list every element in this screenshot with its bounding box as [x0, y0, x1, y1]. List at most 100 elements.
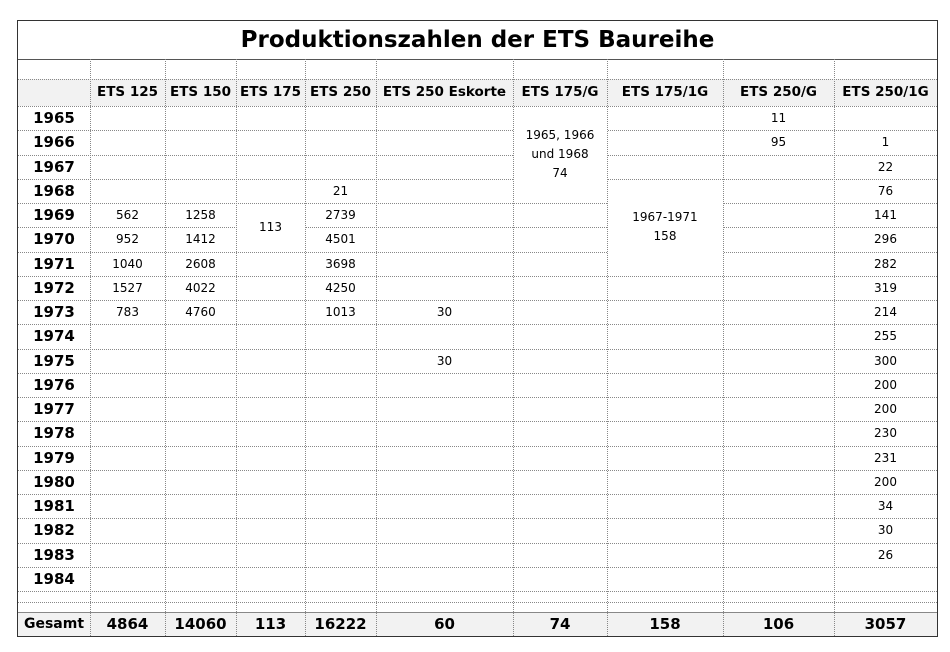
column-divider	[236, 59, 237, 636]
column-header: ETS 250	[309, 83, 372, 100]
year-label: 1968	[33, 181, 75, 200]
table-cell[interactable]: 230	[874, 426, 897, 441]
table-cell[interactable]: 95	[770, 135, 787, 150]
table-cell[interactable]: 200	[874, 377, 897, 392]
table-cell[interactable]: 214	[874, 305, 897, 320]
merged-cell[interactable]: 113	[236, 203, 305, 252]
column-divider	[723, 59, 724, 636]
row-divider	[18, 154, 937, 156]
table-cell[interactable]: 300	[874, 353, 897, 368]
column-divider	[165, 59, 166, 636]
table-cell[interactable]: 255	[874, 329, 897, 344]
row-divider	[18, 251, 937, 253]
table-cell[interactable]: 141	[874, 208, 897, 223]
table-cell[interactable]: 4760	[185, 305, 216, 320]
table-cell[interactable]: 30	[877, 523, 894, 538]
column-header: ETS 250/G	[739, 83, 818, 100]
year-label: 1976	[33, 375, 75, 394]
table-cell[interactable]: 200	[874, 474, 897, 489]
table-cell[interactable]: 200	[874, 402, 897, 417]
year-label: 1965	[33, 109, 75, 128]
total-cell[interactable]: 60	[434, 615, 455, 633]
total-cell[interactable]: 16222	[314, 615, 367, 633]
column-divider	[834, 59, 835, 636]
totals-divider	[18, 612, 937, 613]
year-label: 1979	[33, 448, 75, 467]
column-header: ETS 150	[169, 83, 232, 100]
row-divider	[18, 591, 937, 592]
year-label: 1982	[33, 521, 75, 540]
column-header: ETS 125	[96, 83, 159, 100]
table-cell[interactable]: 231	[874, 450, 897, 465]
row-divider	[18, 275, 937, 277]
table-cell[interactable]: 3698	[325, 256, 356, 271]
table-cell[interactable]: 4250	[325, 280, 356, 295]
table-cell[interactable]: 319	[874, 280, 897, 295]
year-label: 1973	[33, 303, 75, 322]
total-cell[interactable]: 106	[762, 615, 795, 633]
row-divider	[18, 494, 937, 495]
table-cell[interactable]: 1	[881, 135, 890, 150]
year-label: 1974	[33, 327, 75, 346]
year-label: 1967	[33, 157, 75, 176]
table-cell[interactable]: 2608	[185, 256, 216, 271]
sheet-title: Produktionszahlen der ETS Baureihe	[18, 21, 937, 60]
table-cell[interactable]: 562	[116, 208, 139, 223]
merged-cell-line: 1965, 1966	[525, 128, 595, 142]
table-cell[interactable]: 4022	[185, 280, 216, 295]
total-cell[interactable]: 74	[549, 615, 571, 633]
merged-cell-line: und 1968	[531, 147, 589, 161]
header-band	[18, 79, 937, 106]
total-cell[interactable]: 4864	[106, 615, 149, 633]
table-cell[interactable]: 4501	[325, 232, 356, 247]
table-cell[interactable]: 21	[332, 183, 349, 198]
row-divider	[18, 79, 937, 80]
table-cell[interactable]: 26	[877, 547, 894, 562]
table-cell[interactable]: 1412	[185, 232, 216, 247]
merged-cell-background	[237, 204, 305, 252]
total-cell[interactable]: 3057	[864, 615, 907, 633]
table-cell[interactable]: 11	[770, 111, 787, 126]
table-cell[interactable]: 783	[116, 305, 139, 320]
year-label: 1972	[33, 278, 75, 297]
row-divider	[18, 348, 937, 350]
year-label: 1975	[33, 351, 75, 370]
total-cell[interactable]: 113	[254, 615, 287, 633]
row-divider	[18, 227, 937, 229]
row-divider	[18, 542, 937, 544]
merged-cell-background	[514, 107, 607, 203]
production-sheet: Produktionszahlen der ETS Baureihe ETS 1…	[17, 20, 938, 637]
table-cell[interactable]: 34	[877, 499, 894, 514]
table-cell[interactable]: 1040	[112, 256, 143, 271]
column-divider	[90, 59, 91, 636]
merged-cell[interactable]: 1967-1971 158	[607, 179, 723, 276]
table-cell[interactable]: 282	[874, 256, 897, 271]
totals-band	[18, 612, 937, 636]
table-cell[interactable]: 1013	[325, 305, 356, 320]
merged-cell[interactable]: 1965, 1966 und 1968 74	[513, 106, 607, 203]
table-cell[interactable]: 952	[116, 232, 139, 247]
table-cell[interactable]: 76	[877, 183, 894, 198]
table-cell[interactable]: 296	[874, 232, 897, 247]
total-cell[interactable]: 158	[649, 615, 681, 633]
table-cell[interactable]: 22	[877, 159, 894, 174]
row-divider	[18, 518, 937, 520]
row-divider	[18, 469, 937, 471]
year-label: 1966	[33, 133, 75, 152]
table-cell[interactable]: 30	[436, 353, 453, 368]
merged-cell-line: 113	[259, 219, 282, 234]
column-header: ETS 175/G	[521, 83, 599, 100]
year-label: 1977	[33, 400, 75, 419]
table-cell[interactable]: 30	[436, 305, 453, 320]
table-cell[interactable]: 1527	[112, 280, 143, 295]
merged-cell-background	[608, 179, 723, 276]
table-cell[interactable]: 2739	[325, 208, 356, 223]
year-label: 1971	[33, 254, 75, 273]
row-divider	[18, 300, 937, 301]
row-divider	[18, 397, 937, 398]
total-cell[interactable]: 14060	[174, 615, 227, 633]
row-divider	[18, 203, 937, 204]
production-table: ETS 125 ETS 150 ETS 175 ETS 250 ETS 250 Esko…	[18, 59, 937, 636]
row-divider	[18, 601, 937, 603]
table-cell[interactable]: 1258	[185, 208, 216, 223]
